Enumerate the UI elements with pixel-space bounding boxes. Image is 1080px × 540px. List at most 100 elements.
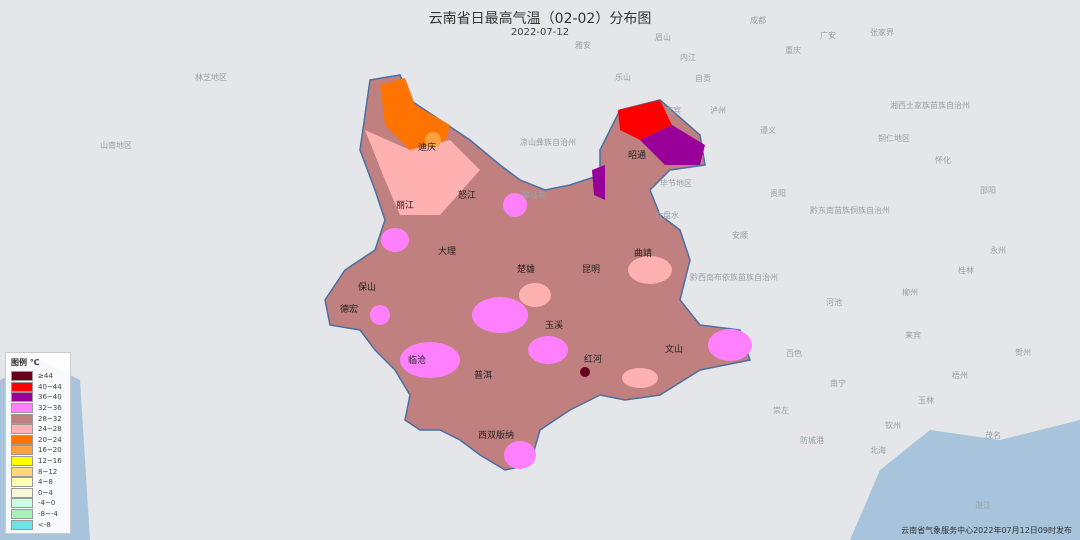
legend-item: 24~28 (11, 424, 65, 435)
legend-item: 32~36 (11, 403, 65, 414)
place-label: 安顺 (732, 231, 748, 240)
legend-swatch (11, 477, 33, 488)
legend-swatch (11, 434, 33, 445)
zone-32-36 (528, 336, 568, 364)
legend-swatch (11, 519, 33, 530)
legend-swatch (11, 445, 33, 456)
place-label: 梧州 (952, 371, 968, 380)
place-label: 毕节地区 (660, 179, 692, 188)
city-label: 大理 (438, 247, 457, 257)
legend-item: 36~40 (11, 392, 65, 403)
legend-item: -8~-4 (11, 509, 65, 520)
place-label: 乐山 (615, 73, 631, 82)
city-label: 保山 (358, 283, 377, 293)
city-label: 德宏 (340, 305, 359, 315)
zone-24-28 (628, 256, 672, 284)
place-label: 黔东南苗族侗族自治州 (810, 206, 890, 215)
legend-swatch (11, 498, 33, 509)
zone-32-36 (504, 441, 536, 469)
place-label: 北海 (870, 446, 886, 455)
legend-label: 4~8 (38, 478, 53, 487)
place-label: 来宾 (905, 331, 921, 340)
legend-swatch (11, 487, 33, 498)
zone-36-40 (640, 125, 705, 165)
place-label: 黔西南布依族苗族自治州 (690, 273, 778, 282)
legend-swatch (11, 413, 33, 424)
legend-item: 40~44 (11, 381, 65, 393)
city-label: 丽江 (396, 201, 415, 211)
city-label: 玉溪 (545, 321, 564, 331)
place-label: 湘西土家族苗族自治州 (890, 101, 970, 110)
legend-swatch (11, 424, 33, 435)
place-label: 崇左 (773, 406, 789, 415)
place-label: 桂林 (958, 266, 974, 275)
city-label: 昭通 (628, 151, 647, 161)
place-label: 百色 (786, 349, 802, 358)
legend-swatch (11, 509, 33, 520)
legend-item: 4~8 (11, 477, 65, 488)
legend-label: 32~36 (38, 404, 62, 413)
legend-label: -8~-4 (38, 510, 58, 519)
legend-label: 0~4 (38, 488, 53, 497)
place-label: 防城港 (800, 436, 824, 445)
city-label: 楚雄 (517, 265, 536, 275)
legend-swatch (11, 456, 33, 467)
place-label: 钦州 (885, 421, 901, 430)
city-label: 迪庆 (418, 143, 437, 153)
place-label: 眉山 (655, 33, 671, 42)
zone-32-36 (400, 342, 460, 378)
zone-32-36 (503, 193, 527, 217)
place-label: 湛江 (975, 501, 991, 510)
place-label: 邵阳 (980, 186, 996, 195)
city-label: 曲靖 (634, 249, 653, 259)
legend-item: 28~32 (11, 413, 65, 424)
legend-item: 0~4 (11, 487, 65, 499)
zone-32-36 (370, 305, 390, 325)
city-label: 西双版纳 (478, 431, 515, 441)
place-label: 内江 (680, 53, 696, 62)
legend-label: 40~44 (38, 382, 62, 391)
legend-label: 16~20 (38, 446, 62, 455)
legend-label: <-8 (38, 520, 51, 529)
legend-label: 36~40 (38, 393, 62, 402)
legend: 图例 ℃ ≥44 40~44 36~40 32~36 28~32 24~28 20~24 16… (5, 352, 71, 534)
legend-swatch (11, 392, 33, 403)
city-label: 普洱 (474, 371, 493, 381)
legend-label: 24~28 (38, 425, 62, 434)
zone-32-36 (472, 297, 528, 333)
legend-label: 28~32 (38, 414, 62, 423)
zone-24-28 (365, 130, 480, 215)
publisher-footer: 云南省气象服务中心2022年07月12日09时发布 (901, 526, 1072, 535)
legend-label: 20~24 (38, 435, 62, 444)
legend-label: 8~12 (38, 467, 58, 476)
legend-item: -4~0 (11, 498, 65, 509)
place-label: 攀枝花 (522, 191, 546, 200)
zone-40-44 (618, 100, 672, 140)
legend-swatch (11, 371, 33, 382)
place-label: 玉林 (918, 396, 934, 405)
city-label: 红河 (584, 355, 603, 365)
zone-44-plus (580, 367, 590, 377)
sea-area (850, 420, 1080, 540)
place-label: 重庆 (785, 46, 801, 55)
city-label: 怒江 (458, 191, 477, 201)
place-label: 自贡 (695, 74, 711, 83)
place-label: 贺州 (1015, 348, 1031, 357)
place-label: 宜宾 (665, 106, 681, 115)
place-label: 遵义 (760, 126, 776, 135)
city-label: 昆明 (582, 265, 601, 275)
legend-item: 12~16 (11, 456, 65, 467)
city-label: 临沧 (408, 356, 427, 366)
place-label: 永州 (990, 246, 1006, 255)
zone-24-28 (519, 283, 551, 307)
legend-item: <-8 (11, 519, 65, 530)
zone-24-28 (622, 368, 658, 388)
place-label: 铜仁地区 (878, 134, 910, 143)
zone-32-36 (381, 228, 409, 252)
place-label: 泸州 (710, 106, 726, 115)
place-label: 凉山彝族自治州 (520, 138, 576, 147)
place-label: 雅安 (575, 41, 591, 50)
temperature-zones (365, 78, 752, 469)
place-label: 怀化 (935, 156, 951, 165)
